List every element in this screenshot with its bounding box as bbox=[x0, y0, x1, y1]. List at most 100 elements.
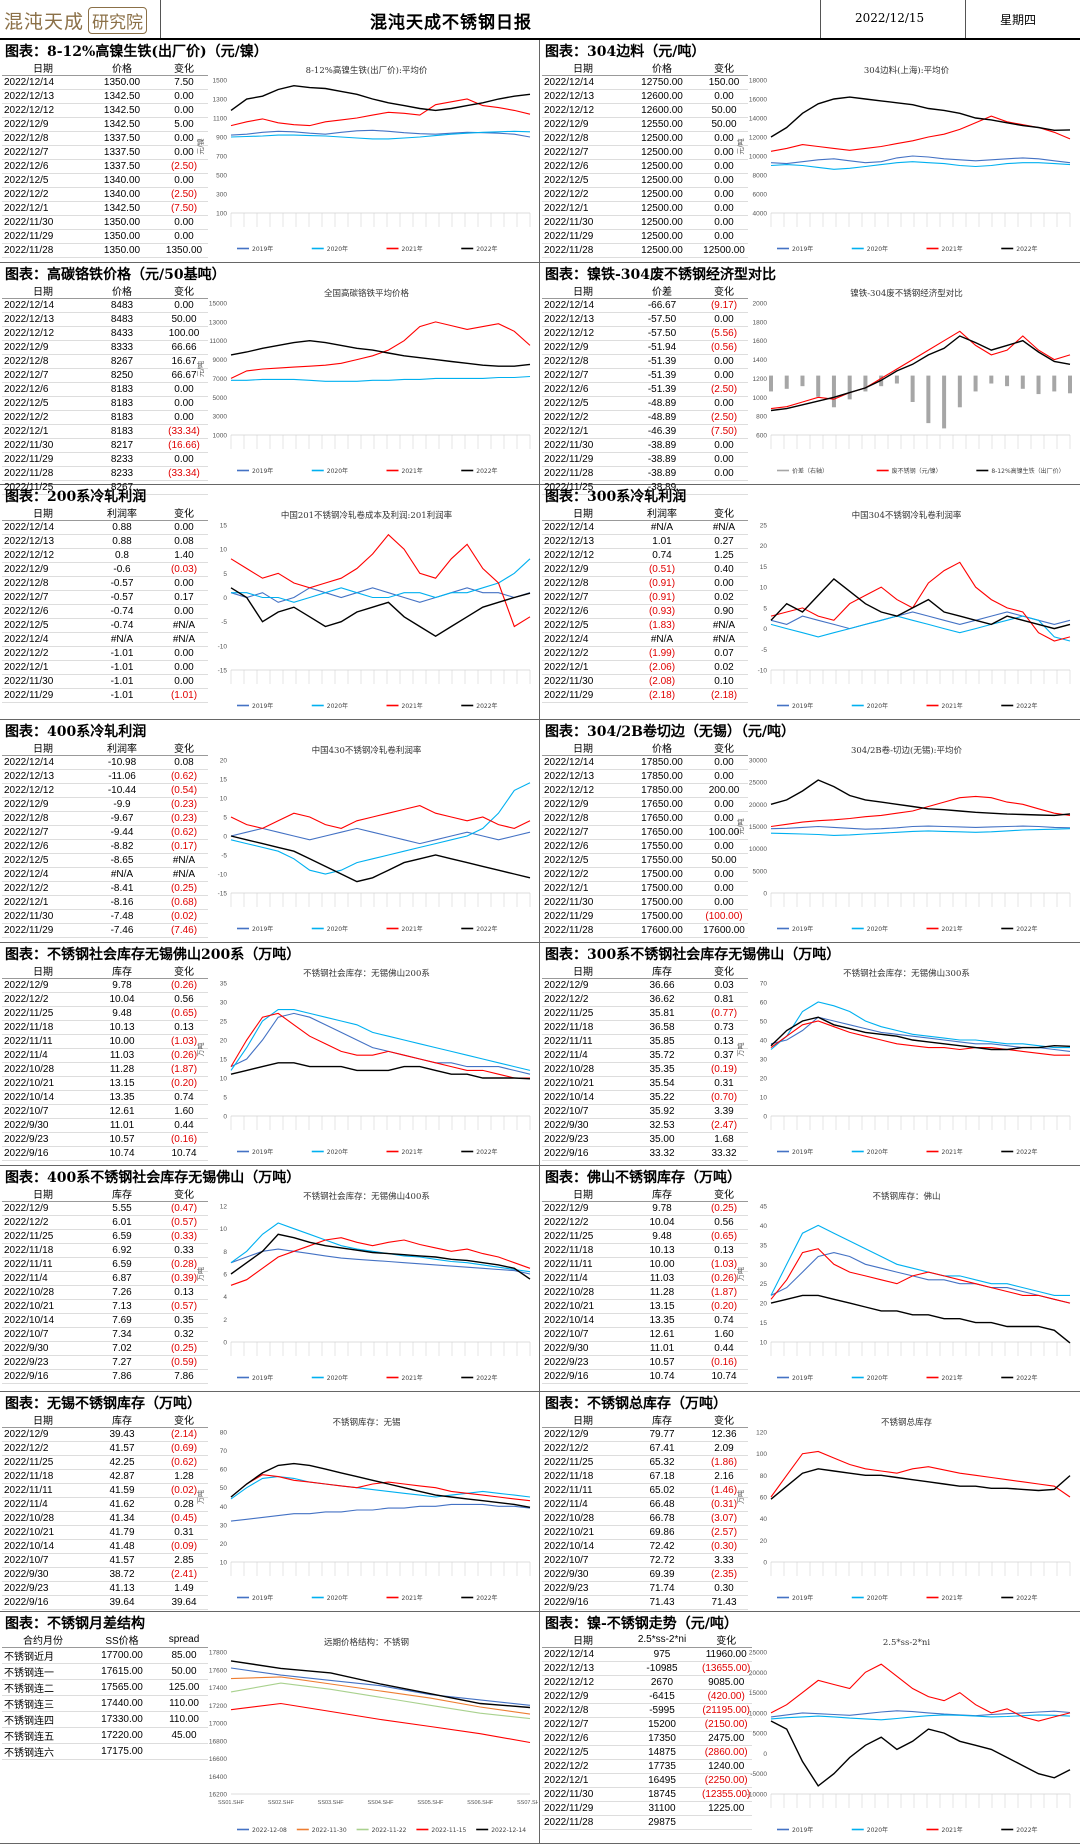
table-cell: 0.10 bbox=[700, 674, 748, 689]
legend-label: 2020年 bbox=[867, 1826, 888, 1834]
y-tick-label: 7000 bbox=[213, 376, 228, 383]
table-cell: 975 bbox=[624, 1647, 700, 1662]
table-cell: 33.32 bbox=[700, 1146, 748, 1161]
table-cell: 0.00 bbox=[160, 396, 208, 411]
table-row: 2022/11/18 67.18 2.16 bbox=[542, 1469, 748, 1484]
y-tick-label: 3000 bbox=[213, 414, 228, 421]
y-axis-label: 万吨 bbox=[736, 1490, 745, 1504]
table-cell: 2022/12/7 bbox=[2, 590, 84, 605]
table-cell: 0.74 bbox=[160, 1090, 208, 1105]
table-row: 2022/10/28 41.34 (0.45) bbox=[2, 1511, 208, 1526]
table-cell: 2022/10/21 bbox=[2, 1076, 84, 1091]
table-cell: 2022/12/14 bbox=[542, 1647, 624, 1662]
legend-label: 2022-11-15 bbox=[431, 1827, 466, 1834]
spread-bar bbox=[1036, 375, 1041, 395]
table-header-row: 日期 利润率 变化 bbox=[2, 505, 208, 521]
table-cell: -7.46 bbox=[84, 923, 160, 938]
table-cell: 8333 bbox=[84, 340, 160, 355]
table-cell: 2022/11/29 bbox=[542, 688, 624, 703]
table-cell: 0.13 bbox=[160, 1285, 208, 1300]
table-cell: 17550.00 bbox=[624, 853, 700, 868]
table-cell: 0.00 bbox=[160, 576, 208, 591]
table-cell: 2022/12/9 bbox=[2, 1201, 84, 1216]
table-header-row: 日期 价格 变化 bbox=[2, 283, 208, 299]
table-cell: 1.68 bbox=[700, 1132, 748, 1147]
legend-label: 2021年 bbox=[942, 1148, 963, 1156]
table-row: 2022/12/2 10.04 0.56 bbox=[542, 1215, 748, 1230]
table-cell: 8483 bbox=[84, 312, 160, 327]
column-header: 变化 bbox=[160, 1186, 208, 1202]
table-cell: 2022/12/5 bbox=[2, 396, 84, 411]
table-cell: (0.20) bbox=[700, 1299, 748, 1314]
y-tick-label: 1800 bbox=[753, 319, 768, 326]
series-line bbox=[770, 330, 1071, 410]
table-cell: 2022/9/30 bbox=[2, 1341, 84, 1356]
table-cell: -1.01 bbox=[84, 646, 160, 661]
table-cell: 2022/10/21 bbox=[542, 1525, 624, 1540]
table-cell: 14875 bbox=[624, 1745, 700, 1760]
table-cell: 50.00 bbox=[700, 853, 748, 868]
legend-label: 2022年 bbox=[476, 1148, 497, 1156]
table-row: 2022/12/7 (0.91) 0.02 bbox=[542, 590, 748, 605]
line-chart: 中国430不锈钢冷轧卷利润率 20 15 10 5 0 -5 -10 -15 2019年 2020年… bbox=[218, 745, 531, 933]
y-tick-label: 10000 bbox=[749, 154, 767, 161]
table-row: 2022/10/21 69.86 (2.57) bbox=[542, 1525, 748, 1540]
y-tick-label: 1500 bbox=[213, 78, 228, 85]
table-row: 2022/12/2 10.04 0.56 bbox=[2, 992, 208, 1007]
table-cell: (3.07) bbox=[700, 1511, 748, 1526]
table-cell: 2022/12/12 bbox=[542, 326, 624, 341]
table-cell: 6.87 bbox=[84, 1271, 160, 1286]
table-cell: 0.00 bbox=[700, 368, 748, 383]
y-tick-label: 100 bbox=[756, 1451, 767, 1458]
table-cell: 0.00 bbox=[700, 201, 748, 216]
legend-label: 2022年 bbox=[476, 702, 497, 710]
table-cell: (100.00) bbox=[700, 909, 748, 924]
table-cell: #N/A bbox=[700, 520, 748, 535]
y-tick-label: 12000 bbox=[749, 135, 767, 142]
table-row: 2022/12/1 12500.00 0.00 bbox=[542, 201, 748, 216]
table-row: 2022/11/29 -7.46 (7.46) bbox=[2, 923, 208, 938]
table-cell: 2022/12/6 bbox=[542, 382, 624, 397]
table-cell: (0.16) bbox=[160, 1132, 208, 1147]
table-cell: 17500.00 bbox=[624, 909, 700, 924]
y-tick-label: 20 bbox=[760, 1301, 768, 1308]
table-row: 2022/10/28 66.78 (3.07) bbox=[542, 1511, 748, 1526]
y-tick-label: 9000 bbox=[213, 357, 228, 364]
table-cell: 2022/11/30 bbox=[2, 438, 84, 453]
table-cell: (2860.00) bbox=[700, 1745, 753, 1760]
table-cell: 2022/12/2 bbox=[2, 410, 84, 425]
column-header: 2.5*ss-2*ni bbox=[624, 1632, 700, 1648]
table-row: 2022/11/4 66.48 (0.31) bbox=[542, 1497, 748, 1512]
series-line bbox=[230, 1233, 531, 1280]
table-cell: 0.31 bbox=[160, 1525, 208, 1540]
table-row: 2022/12/14 12750.00 150.00 bbox=[542, 75, 748, 90]
table-cell: (0.93) bbox=[624, 604, 700, 619]
table-cell: 7.86 bbox=[84, 1369, 160, 1384]
series-line bbox=[770, 1468, 1071, 1500]
x-tick-label: SS02.SHF bbox=[268, 1800, 295, 1806]
table-row: 2022/12/6 17550.00 0.00 bbox=[542, 839, 748, 854]
y-tick-label: 1000 bbox=[213, 433, 228, 440]
table-cell: 2022/12/8 bbox=[2, 131, 84, 146]
y-tick-label: 40 bbox=[760, 1516, 768, 1523]
data-table: 日期 库存 变化 2022/12/9 5.55 (0.47) 2022/12/2 6.01 (0… bbox=[2, 1186, 208, 1384]
legend-label: 2020年 bbox=[327, 1374, 348, 1382]
series-line bbox=[230, 1676, 531, 1715]
column-header: 日期 bbox=[542, 963, 624, 979]
y-tick-label: 0 bbox=[763, 1114, 767, 1121]
table-cell: 200.00 bbox=[700, 783, 748, 798]
table-cell: 17600.00 bbox=[624, 923, 700, 938]
panel-title: 图表：300系冷轧利润 bbox=[545, 489, 687, 505]
table-cell: (1.86) bbox=[700, 1455, 748, 1470]
table-cell: 8183 bbox=[84, 396, 160, 411]
table-cell: (1.46) bbox=[700, 1483, 748, 1498]
column-header: 变化 bbox=[700, 60, 748, 76]
chart-title: 不锈钢社会库存：无锡佛山300系 bbox=[843, 968, 970, 979]
y-tick-label: 18000 bbox=[749, 78, 767, 85]
chart-panel: 图表：不锈钢社会库存无锡佛山200系（万吨） 日期 库存 变化 2022/12/9 9.7… bbox=[0, 943, 540, 1166]
table-row: 2022/10/14 72.42 (0.30) bbox=[542, 1539, 748, 1554]
table-cell: 12.61 bbox=[84, 1104, 160, 1119]
table-cell: 2022/12/2 bbox=[2, 646, 84, 661]
table-cell: 0.90 bbox=[700, 604, 748, 619]
legend-label: 2019年 bbox=[792, 1594, 813, 1602]
